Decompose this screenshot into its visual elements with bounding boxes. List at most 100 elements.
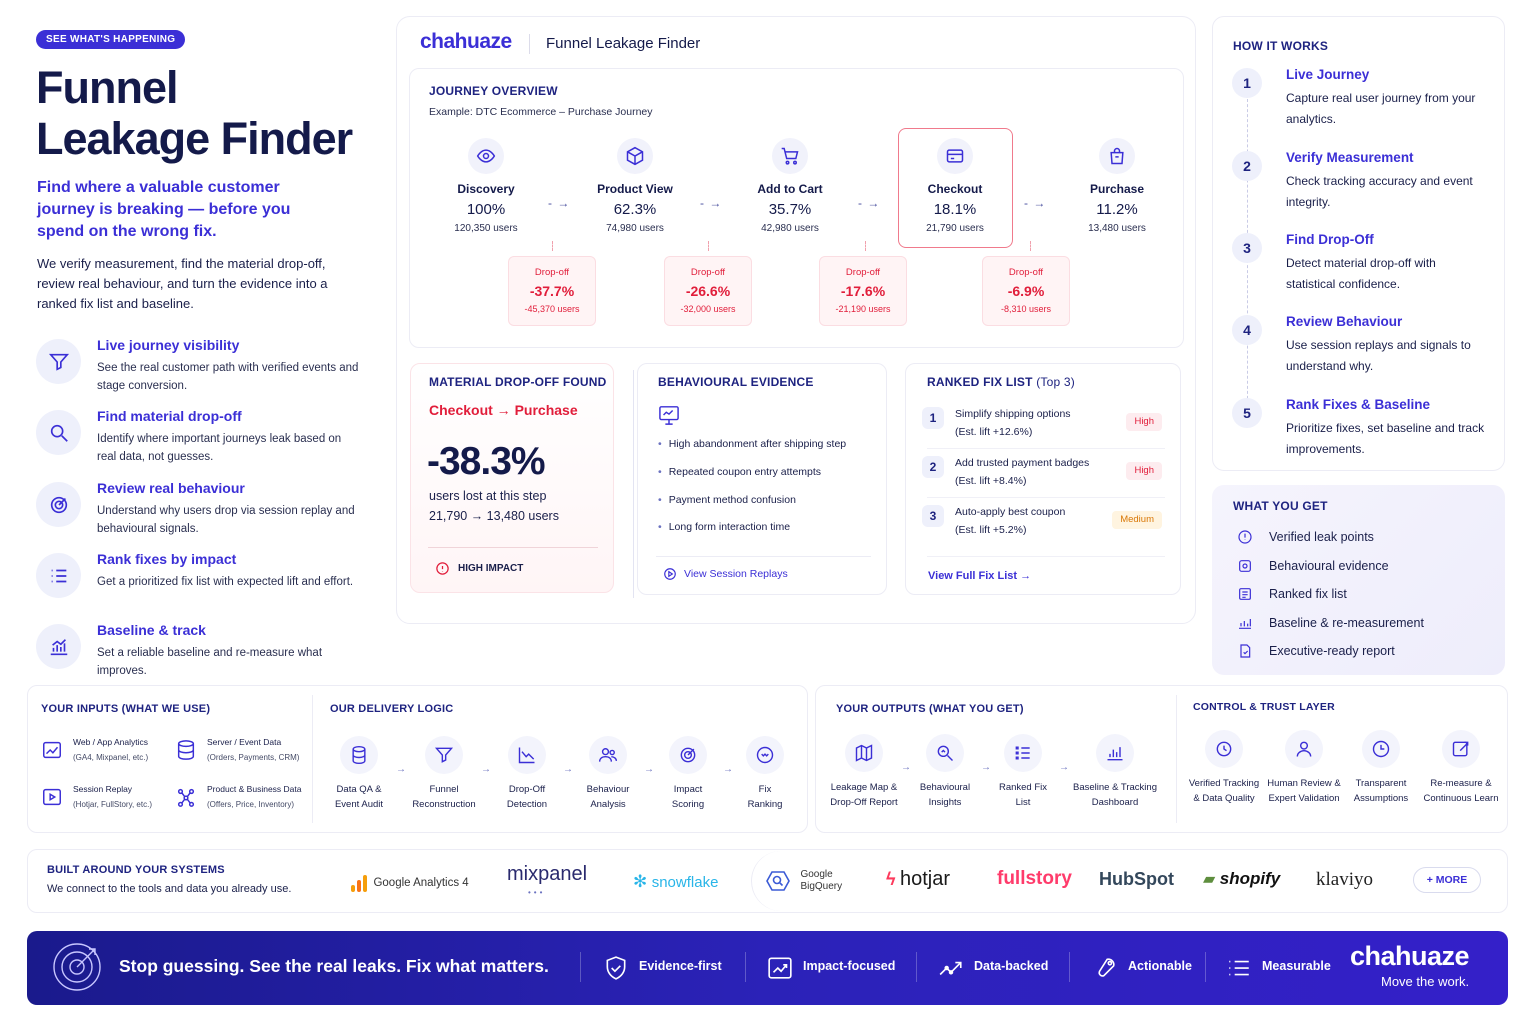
feature-desc: Get a prioritized fix list with expected…: [97, 576, 354, 588]
feature-title: Find material drop-off: [97, 408, 242, 424]
feature-desc: Identify where important journeys leak b…: [97, 433, 342, 463]
trend-icon: [767, 955, 793, 981]
bag-icon: [1099, 138, 1135, 174]
step-number: 5: [1232, 398, 1262, 428]
drop-percent: -17.6%: [840, 283, 886, 299]
drop-connector: [552, 241, 553, 251]
fix-item[interactable]: 3 Auto-apply best coupon (Est. lift +5.2%…: [920, 503, 1170, 547]
replay-icon: [41, 786, 63, 808]
priority-badge: Medium: [1112, 511, 1162, 529]
cta-banner: [27, 931, 1508, 1005]
output-item: Baseline & Tracking Dashboard: [1070, 734, 1160, 810]
drop-users: -32,000 users: [680, 304, 736, 314]
more-integrations-button[interactable]: + MORE: [1413, 867, 1481, 893]
view-full-fix-list-link[interactable]: View Full Fix List →: [928, 570, 1032, 582]
view-session-replays-link[interactable]: View Session Replays: [684, 568, 788, 580]
control-label: Verified Tracking: [1188, 778, 1260, 789]
users-icon: [589, 736, 627, 774]
pin-icon: [1237, 529, 1253, 545]
stage-users: 13,480 users: [1088, 223, 1146, 234]
hero-title-line2: Leakage Finder: [36, 113, 353, 164]
control-item: Re-measure & Continuous Learn: [1420, 730, 1502, 806]
outputs-title: YOUR OUTPUTS (WHAT YOU GET): [836, 703, 1024, 715]
rank-icon: [746, 736, 784, 774]
step-desc: Capture real user journey from your anal…: [1286, 91, 1476, 126]
strip-divider: [312, 695, 313, 823]
fix-divider: [927, 556, 1165, 557]
logo-text: snowflake: [651, 874, 719, 891]
impact-label: HIGH IMPACT: [458, 563, 524, 574]
step-desc: Prioritize fixes, set baseline and track…: [1286, 421, 1485, 456]
monitor-icon: [658, 405, 680, 425]
stage-checkout[interactable]: Checkout 18.1% 21,790 users: [895, 138, 1015, 234]
logo-text: Google Analytics 4: [373, 877, 469, 889]
step-number: 2: [1232, 151, 1262, 181]
stage-users: 42,980 users: [761, 223, 819, 234]
material-desc: users lost at this step: [429, 489, 547, 503]
stage-name: Checkout: [927, 182, 983, 196]
step-label: Detection: [506, 799, 548, 810]
step-desc: Detect material drop-off with statistica…: [1286, 256, 1436, 291]
brand-logo: chahuaze: [420, 30, 512, 53]
stage-name: Product View: [597, 182, 673, 196]
fix-number: 2: [922, 456, 944, 478]
stage-add-to-cart[interactable]: Add to Cart 35.7% 42,980 users: [730, 138, 850, 234]
step-desc: Use session replays and signals to under…: [1286, 338, 1471, 373]
drop-percent: -6.9%: [1007, 283, 1045, 299]
control-item: Human Review & Expert Validation: [1264, 730, 1344, 806]
step-label: Funnel: [429, 784, 459, 795]
input-title: Session Replay: [73, 784, 133, 794]
fix-title: Add trusted payment badges: [955, 457, 1090, 469]
bigquery-icon: [766, 871, 790, 891]
fix-lift: (Est. lift +5.2%): [955, 524, 1027, 536]
logo-text: Google: [800, 869, 833, 880]
fix-title: Simplify shipping options: [955, 408, 1071, 420]
feature-item: Baseline & track Set a reliable baseline…: [36, 622, 366, 686]
data-chart-icon: [938, 955, 964, 981]
banner-slogan: Move the work.: [1381, 974, 1470, 989]
logo-text: hotjar: [899, 868, 951, 890]
step-desc: Check tracking accuracy and event integr…: [1286, 174, 1473, 209]
evidence-icon: [1237, 558, 1253, 574]
funnel-icon: [36, 339, 81, 384]
map-icon: [845, 734, 883, 772]
stage-discovery[interactable]: Discovery 100% 120,350 users: [426, 138, 546, 234]
control-label: Human Review &: [1267, 778, 1341, 789]
step-label: Ranking: [747, 799, 783, 810]
shopify-bag-icon: ▰: [1203, 871, 1216, 888]
bigquery-logo: Google BigQuery: [766, 869, 842, 893]
stage-product-view[interactable]: Product View 62.3% 74,980 users: [575, 138, 695, 234]
fix-item[interactable]: 1 Simplify shipping options (Est. lift +1…: [920, 405, 1170, 449]
step-title: Live Journey: [1286, 67, 1370, 82]
insight-icon: [926, 734, 964, 772]
strip-divider: [1176, 695, 1177, 823]
feature-item: Rank fixes by impact Get a prioritized f…: [36, 551, 366, 615]
drop-percent: -37.7%: [529, 283, 575, 299]
get-title: WHAT YOU GET: [1233, 499, 1328, 513]
hero-title: Funnel Leakage Finder: [36, 62, 366, 164]
hubspot-logo: HubSpot: [1099, 869, 1174, 889]
feature-title: Review real behaviour: [97, 480, 245, 496]
flow-arrow: - →: [858, 196, 881, 210]
step-label: Behaviour: [586, 784, 630, 795]
stage-purchase[interactable]: Purchase 11.2% 13,480 users: [1057, 138, 1177, 234]
evidence-divider: [656, 556, 871, 557]
input-title: Server / Event Data: [207, 737, 282, 747]
material-path: Checkout → Purchase: [429, 402, 578, 418]
fix-item[interactable]: 2 Add trusted payment badges (Est. lift +…: [920, 454, 1170, 498]
get-item-label: Baseline & re-measurement: [1269, 616, 1424, 630]
get-item-label: Behavioural evidence: [1269, 559, 1389, 573]
tool-icon: [1092, 955, 1118, 981]
fix-list-title: RANKED FIX LIST (Top 3): [927, 375, 1075, 389]
play-icon: [663, 567, 677, 581]
pillar-label: Actionable: [1128, 959, 1192, 973]
mixpanel-logo: mixpanel: [507, 863, 588, 885]
target-icon: [36, 482, 81, 527]
clock-icon: [1362, 730, 1400, 768]
delivery-step: Funnel Reconstruction: [404, 736, 484, 812]
step-label: Event Audit: [334, 799, 384, 810]
output-item: Leakage Map & Drop-Off Report: [824, 734, 904, 810]
drop-off-badge: Drop-off -6.9% -8,310 users: [982, 256, 1070, 326]
systems-desc: We connect to the tools and data you alr…: [47, 883, 292, 895]
header-divider: [529, 34, 530, 54]
